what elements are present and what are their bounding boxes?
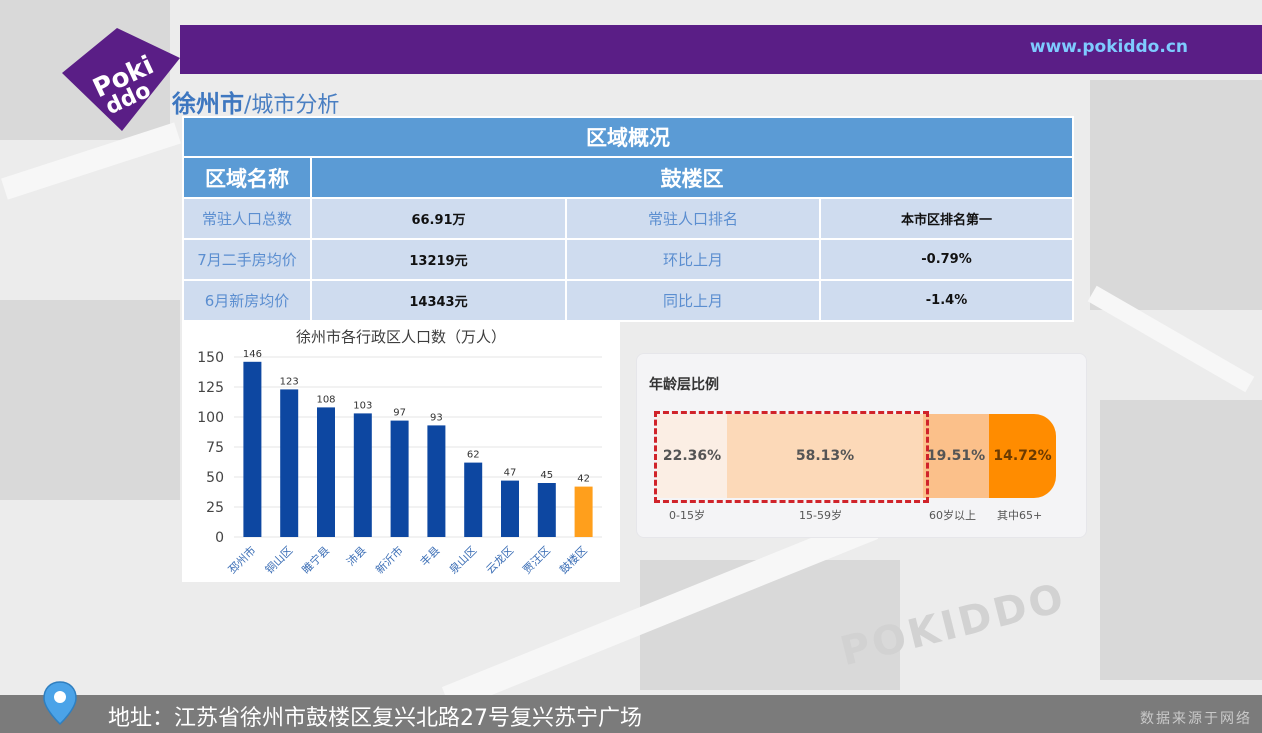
table-row: 7月二手房均价 13219元 环比上月 -0.79% bbox=[182, 238, 1074, 281]
x-tick-label: 邳州市 bbox=[225, 543, 258, 576]
y-tick-label: 0 bbox=[215, 530, 224, 546]
row-label: 6月新房均价 bbox=[182, 279, 312, 322]
table-row: 常驻人口总数 66.91万 常驻人口排名 本市区排名第一 bbox=[182, 197, 1074, 240]
table-header-row: 区域概况 bbox=[182, 116, 1074, 158]
y-tick-label: 150 bbox=[197, 350, 224, 366]
age-segment: 19.51% bbox=[923, 414, 989, 498]
x-tick-label: 丰县 bbox=[418, 544, 443, 569]
age-segment: 58.13% bbox=[727, 414, 923, 498]
bar bbox=[243, 361, 262, 537]
table-row: 6月新房均价 14343元 同比上月 -1.4% bbox=[182, 279, 1074, 322]
region-overview-table: 区域概况 区域名称 鼓楼区 常驻人口总数 66.91万 常驻人口排名 本市区排名… bbox=[182, 116, 1074, 322]
bar bbox=[501, 480, 519, 537]
map-block bbox=[1090, 80, 1262, 310]
bar bbox=[280, 389, 299, 537]
bar bbox=[574, 486, 593, 537]
x-tick-label: 铜山区 bbox=[262, 543, 295, 576]
y-tick-label: 125 bbox=[197, 380, 224, 396]
district-name-row: 区域名称 鼓楼区 bbox=[182, 156, 1074, 199]
page-title: 徐州市/城市分析 bbox=[172, 84, 339, 119]
row-value: 13219元 bbox=[310, 238, 567, 281]
bar-value-label: 62 bbox=[467, 450, 480, 461]
chart-title: 徐州市各行政区人口数（万人） bbox=[295, 328, 506, 346]
bar-value-label: 108 bbox=[316, 394, 335, 405]
x-tick-label: 沛县 bbox=[343, 543, 368, 568]
bar bbox=[427, 425, 446, 537]
y-tick-label: 100 bbox=[197, 410, 224, 426]
data-source-note: 数据来源于网络 bbox=[1140, 711, 1252, 727]
y-tick-label: 75 bbox=[206, 440, 224, 456]
map-block bbox=[0, 300, 180, 500]
pokiddo-logo-icon: Poki ddo bbox=[62, 28, 180, 131]
row-label: 7月二手房均价 bbox=[182, 238, 312, 281]
site-url-link[interactable]: www.pokiddo.cn bbox=[1029, 37, 1188, 57]
x-tick-label: 睢宁县 bbox=[299, 543, 332, 576]
location-pin-icon bbox=[43, 681, 77, 726]
x-tick-label: 云龙区 bbox=[484, 544, 517, 577]
bar bbox=[353, 413, 372, 537]
bar bbox=[390, 420, 409, 537]
age-axis-label: 0-15岁 bbox=[669, 509, 705, 522]
x-tick-label: 贾汪区 bbox=[520, 544, 553, 577]
row-value: -0.79% bbox=[819, 238, 1074, 281]
age-segment: 14.72% bbox=[989, 414, 1056, 498]
row-label: 同比上月 bbox=[565, 279, 821, 322]
age-card-title: 年龄层比例 bbox=[649, 377, 719, 393]
header-bar: www.pokiddo.cn bbox=[180, 25, 1262, 74]
x-tick-label: 鼓楼区 bbox=[556, 543, 589, 576]
district-name-value: 鼓楼区 bbox=[310, 156, 1074, 199]
row-label: 环比上月 bbox=[565, 238, 821, 281]
bar-value-label: 45 bbox=[540, 470, 553, 481]
y-tick-label: 25 bbox=[206, 500, 224, 516]
x-tick-label: 新沂市 bbox=[372, 543, 405, 576]
row-label: 常驻人口总数 bbox=[182, 197, 312, 240]
age-ratio-card: 年龄层比例 22.36% 58.13% 19.51% 14.72% 0-15岁 15-5… bbox=[636, 353, 1087, 538]
y-tick-label: 50 bbox=[206, 470, 224, 486]
population-chart: 徐州市各行政区人口数（万人） 0 25 50 75 100 125 150 146 邳州市 123… bbox=[182, 320, 620, 582]
bar-value-label: 42 bbox=[577, 474, 590, 485]
row-value: 14343元 bbox=[310, 279, 567, 322]
table-heading: 区域概况 bbox=[182, 116, 1074, 158]
age-axis-label: 其中65+ bbox=[997, 509, 1043, 522]
address-text: 地址：江苏省徐州市鼓楼区复兴北路27号复兴苏宁广场 bbox=[108, 706, 642, 731]
age-segment: 22.36% bbox=[657, 414, 727, 498]
bar-value-label: 47 bbox=[504, 468, 517, 479]
x-tick-label: 泉山区 bbox=[446, 543, 479, 576]
bar-value-label: 97 bbox=[393, 408, 406, 419]
section-name: /城市分析 bbox=[244, 93, 340, 118]
age-axis-label: 15-59岁 bbox=[799, 509, 842, 522]
bar-value-label: 103 bbox=[353, 400, 372, 411]
bar bbox=[317, 407, 335, 537]
city-name: 徐州市 bbox=[172, 90, 244, 118]
bar bbox=[464, 462, 483, 537]
bar-value-label: 93 bbox=[430, 412, 443, 423]
bar-value-label: 146 bbox=[243, 349, 262, 360]
highlight-dashed-box bbox=[654, 411, 929, 503]
row-value: 本市区排名第一 bbox=[819, 197, 1074, 240]
bar bbox=[537, 483, 556, 537]
map-block bbox=[1100, 400, 1262, 680]
row-value: -1.4% bbox=[819, 279, 1074, 322]
bar-value-label: 123 bbox=[280, 376, 299, 387]
row-label: 常驻人口排名 bbox=[565, 197, 821, 240]
row-value: 66.91万 bbox=[310, 197, 567, 240]
bar-chart-svg: 0 25 50 75 100 125 150 146 邳州市 123 铜山区 108 睢宁县 103 沛县 9… bbox=[197, 349, 602, 577]
age-stacked-bar: 22.36% 58.13% 19.51% 14.72% bbox=[657, 414, 1056, 498]
district-name-label: 区域名称 bbox=[182, 156, 312, 199]
footer-bar: 地址：江苏省徐州市鼓楼区复兴北路27号复兴苏宁广场 数据来源于网络 bbox=[0, 695, 1262, 733]
age-axis-label: 60岁以上 bbox=[929, 509, 976, 522]
